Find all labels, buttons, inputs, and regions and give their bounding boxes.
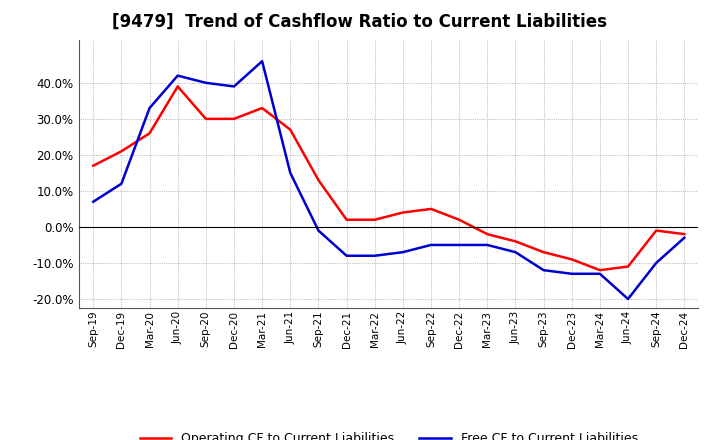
Operating CF to Current Liabilities bbox=[427, 206, 436, 212]
Operating CF to Current Liabilities bbox=[399, 210, 408, 215]
Operating CF to Current Liabilities bbox=[89, 163, 98, 169]
Operating CF to Current Liabilities bbox=[342, 217, 351, 222]
Operating CF to Current Liabilities bbox=[370, 217, 379, 222]
Operating CF to Current Liabilities bbox=[539, 249, 548, 255]
Free CF to Current Liabilities bbox=[567, 271, 576, 276]
Free CF to Current Liabilities bbox=[145, 106, 154, 111]
Text: [9479]  Trend of Cashflow Ratio to Current Liabilities: [9479] Trend of Cashflow Ratio to Curren… bbox=[112, 13, 608, 31]
Free CF to Current Liabilities bbox=[202, 80, 210, 85]
Free CF to Current Liabilities bbox=[455, 242, 464, 248]
Free CF to Current Liabilities bbox=[624, 297, 632, 302]
Operating CF to Current Liabilities bbox=[202, 116, 210, 121]
Free CF to Current Liabilities bbox=[680, 235, 688, 240]
Operating CF to Current Liabilities bbox=[652, 228, 660, 233]
Operating CF to Current Liabilities bbox=[483, 231, 492, 237]
Free CF to Current Liabilities bbox=[370, 253, 379, 258]
Operating CF to Current Liabilities bbox=[455, 217, 464, 222]
Operating CF to Current Liabilities bbox=[174, 84, 182, 89]
Free CF to Current Liabilities bbox=[511, 249, 520, 255]
Free CF to Current Liabilities bbox=[342, 253, 351, 258]
Operating CF to Current Liabilities bbox=[145, 131, 154, 136]
Free CF to Current Liabilities bbox=[314, 228, 323, 233]
Free CF to Current Liabilities bbox=[652, 260, 660, 266]
Free CF to Current Liabilities bbox=[174, 73, 182, 78]
Operating CF to Current Liabilities bbox=[624, 264, 632, 269]
Free CF to Current Liabilities bbox=[427, 242, 436, 248]
Operating CF to Current Liabilities bbox=[680, 231, 688, 237]
Operating CF to Current Liabilities bbox=[567, 257, 576, 262]
Operating CF to Current Liabilities bbox=[230, 116, 238, 121]
Line: Operating CF to Current Liabilities: Operating CF to Current Liabilities bbox=[94, 86, 684, 270]
Free CF to Current Liabilities bbox=[595, 271, 604, 276]
Free CF to Current Liabilities bbox=[483, 242, 492, 248]
Legend: Operating CF to Current Liabilities, Free CF to Current Liabilities: Operating CF to Current Liabilities, Fre… bbox=[135, 427, 643, 440]
Free CF to Current Liabilities bbox=[539, 268, 548, 273]
Operating CF to Current Liabilities bbox=[286, 127, 294, 132]
Line: Free CF to Current Liabilities: Free CF to Current Liabilities bbox=[94, 61, 684, 299]
Free CF to Current Liabilities bbox=[286, 170, 294, 176]
Operating CF to Current Liabilities bbox=[258, 106, 266, 111]
Free CF to Current Liabilities bbox=[230, 84, 238, 89]
Operating CF to Current Liabilities bbox=[117, 149, 126, 154]
Operating CF to Current Liabilities bbox=[314, 177, 323, 183]
Free CF to Current Liabilities bbox=[89, 199, 98, 204]
Free CF to Current Liabilities bbox=[258, 59, 266, 64]
Operating CF to Current Liabilities bbox=[595, 268, 604, 273]
Free CF to Current Liabilities bbox=[117, 181, 126, 187]
Free CF to Current Liabilities bbox=[399, 249, 408, 255]
Operating CF to Current Liabilities bbox=[511, 239, 520, 244]
